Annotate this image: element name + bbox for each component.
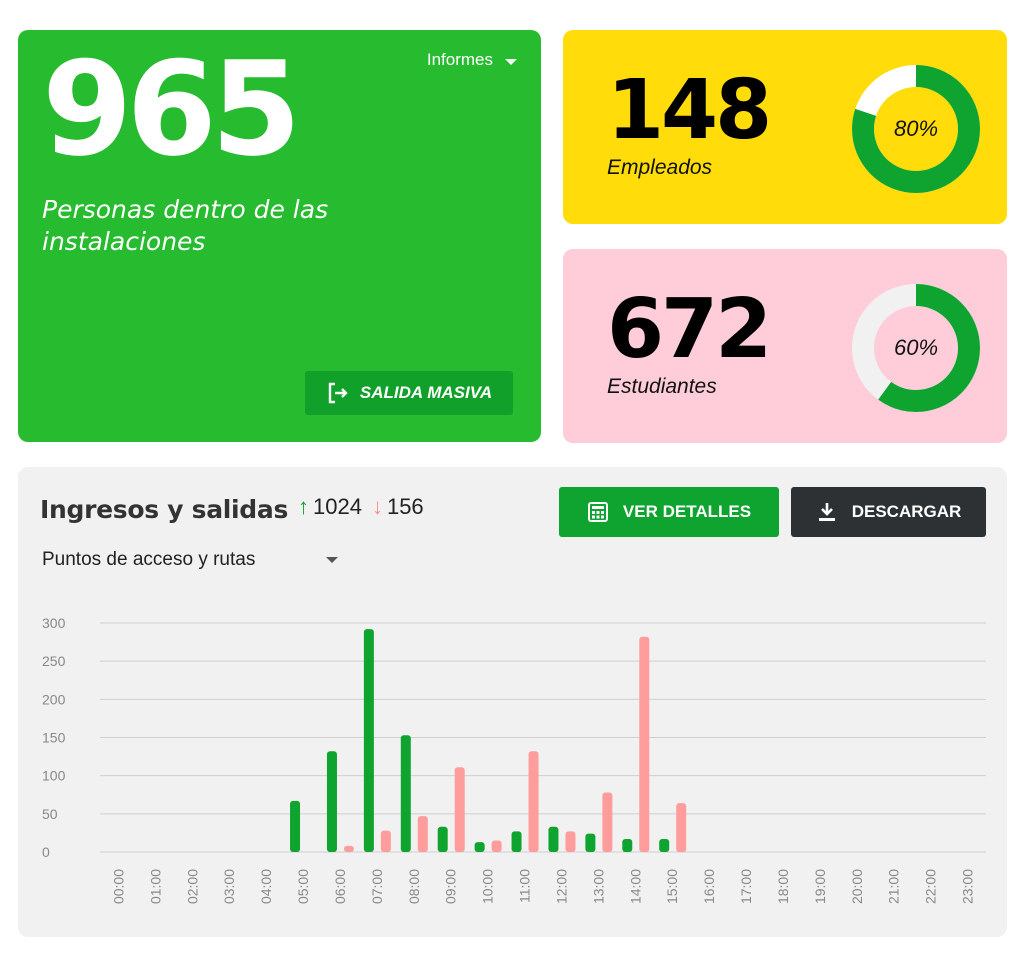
y-tick-label: 50	[42, 806, 58, 822]
x-tick-label: 18:00	[775, 869, 791, 904]
x-tick-label: 14:00	[627, 869, 643, 904]
empleados-donut-chart	[852, 65, 980, 193]
in-out-summary: ↑ 1024 ↓ 156	[298, 494, 424, 520]
estudiantes-percent: 60%	[893, 335, 939, 360]
empleados-count: 148	[607, 63, 772, 158]
bar-ingresos	[511, 831, 522, 852]
ver-detalles-label: VER DETALLES	[622, 502, 752, 521]
x-tick-label: 09:00	[443, 869, 459, 904]
bar-salidas	[380, 830, 391, 852]
y-tick-label: 150	[42, 730, 66, 746]
bar-ingresos	[548, 826, 559, 852]
bar-ingresos	[363, 629, 374, 852]
salida-masiva-label: SALIDA MASIVA	[359, 383, 493, 402]
bar-ingresos	[622, 839, 633, 852]
x-tick-label: 21:00	[886, 869, 902, 904]
chevron-down-icon	[326, 557, 338, 563]
calculator-icon	[587, 502, 608, 522]
x-tick-label: 20:00	[849, 869, 865, 904]
bar-salidas	[676, 803, 687, 852]
bar-salidas	[343, 845, 354, 852]
y-tick-label: 250	[42, 653, 66, 669]
ver-detalles-button[interactable]: VER DETALLES	[559, 487, 779, 537]
x-tick-label: 19:00	[812, 869, 828, 904]
ingresos-count: 1024	[313, 494, 362, 519]
bar-salidas	[602, 792, 613, 852]
bar-salidas	[491, 840, 502, 852]
x-tick-label: 13:00	[590, 869, 606, 904]
y-tick-label: 100	[42, 768, 66, 784]
x-tick-label: 22:00	[923, 869, 939, 904]
access-points-dropdown[interactable]: Puntos de acceso y rutas	[42, 547, 342, 573]
personas-label: Personas dentro de las instalaciones	[42, 195, 329, 256]
bar-salidas	[454, 767, 465, 852]
x-tick-label: 08:00	[406, 869, 422, 904]
estudiantes-card: 672 Estudiantes 60%	[563, 249, 1007, 443]
descargar-label: DESCARGAR	[851, 502, 962, 521]
estudiantes-label: Estudiantes	[607, 375, 717, 398]
bar-ingresos	[400, 735, 411, 852]
x-tick-label: 23:00	[960, 869, 976, 904]
empleados-card: 148 Empleados 80%	[563, 30, 1007, 224]
x-tick-label: 01:00	[147, 869, 163, 904]
x-tick-label: 03:00	[221, 869, 237, 904]
access-points-value: Puntos de acceso y rutas	[42, 549, 256, 570]
x-tick-label: 02:00	[184, 869, 200, 904]
ingresos-salidas-chart: 0 50 100 150 200 250 300 00:00 01:00 02:00 03:00 04…	[42, 615, 986, 904]
x-tick-label: 07:00	[369, 869, 385, 904]
empleados-percent: 80%	[893, 116, 939, 141]
x-tick-label: 06:00	[332, 869, 348, 904]
informes-dropdown[interactable]: Informes	[427, 50, 517, 70]
y-tick-label: 300	[42, 615, 66, 631]
y-tick-label: 200	[42, 691, 66, 707]
descargar-button[interactable]: DESCARGAR	[791, 487, 986, 537]
arrow-up-icon: ↑	[298, 494, 309, 519]
salida-masiva-button[interactable]: SALIDA MASIVA	[305, 371, 513, 415]
arrow-down-icon: ↓	[371, 494, 383, 519]
estudiantes-donut-chart	[852, 284, 980, 412]
x-tick-label: 12:00	[553, 869, 569, 904]
exit-icon	[328, 382, 348, 404]
chevron-down-icon	[505, 58, 517, 65]
x-tick-label: 17:00	[738, 869, 754, 904]
chart-title: Ingresos y salidas	[40, 495, 289, 524]
personas-count: 965	[42, 33, 301, 185]
x-tick-label: 16:00	[701, 869, 717, 904]
estudiantes-count: 672	[607, 282, 772, 377]
bar-ingresos	[474, 842, 485, 852]
personas-card: 965 Personas dentro de las instalaciones…	[18, 30, 541, 442]
bar-ingresos	[326, 751, 337, 852]
informes-label: Informes	[426, 50, 493, 69]
x-tick-label: 00:00	[110, 869, 126, 904]
bar-salidas	[528, 751, 539, 852]
x-tick-label: 04:00	[258, 869, 274, 904]
bar-ingresos	[437, 826, 448, 852]
salidas-count: 156	[386, 494, 424, 519]
x-tick-label: 11:00	[517, 869, 533, 903]
bar-salidas	[417, 816, 428, 852]
download-icon	[818, 503, 835, 521]
x-tick-label: 10:00	[480, 869, 496, 904]
bar-salidas	[565, 831, 576, 852]
y-tick-label: 0	[42, 844, 50, 860]
bar-salidas	[639, 636, 650, 852]
x-tick-label: 05:00	[295, 869, 311, 904]
bar-ingresos	[290, 800, 301, 852]
ingresos-salidas-card: Ingresos y salidas ↑ 1024 ↓ 156 VER DETA…	[18, 467, 1007, 937]
bar-ingresos	[585, 833, 596, 852]
x-tick-label: 15:00	[664, 869, 680, 904]
bar-ingresos	[659, 839, 670, 852]
empleados-label: Empleados	[607, 156, 713, 179]
